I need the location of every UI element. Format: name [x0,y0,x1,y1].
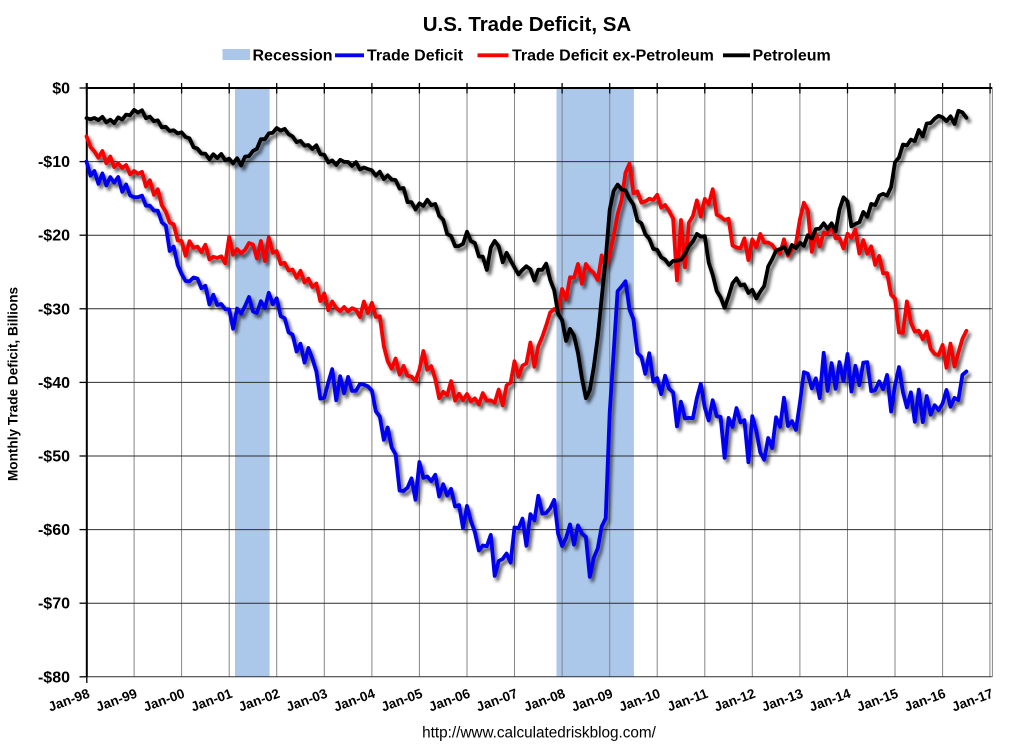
svg-text:Monthly Trade Deficit, Billion: Monthly Trade Deficit, Billions [6,287,21,481]
svg-text:Recession: Recession [253,48,333,65]
svg-text:Trade Deficit ex-Petroleum: Trade Deficit ex-Petroleum [512,48,714,65]
svg-text:-$40: -$40 [38,375,70,392]
svg-text:-$10: -$10 [38,154,70,171]
svg-text:Trade Deficit: Trade Deficit [367,48,464,65]
svg-text:-$60: -$60 [38,522,70,539]
svg-text:U.S. Trade Deficit, SA: U.S. Trade Deficit, SA [423,13,632,36]
svg-text:Petroleum: Petroleum [753,48,831,65]
svg-text:-$50: -$50 [38,449,70,466]
svg-text:-$70: -$70 [38,596,70,613]
svg-text:$0: $0 [52,81,70,98]
svg-text:http://www.calculatedriskblog.: http://www.calculatedriskblog.com/ [422,725,657,742]
svg-text:-$80: -$80 [38,669,70,686]
svg-text:-$20: -$20 [38,228,70,245]
svg-text:-$30: -$30 [38,301,70,318]
